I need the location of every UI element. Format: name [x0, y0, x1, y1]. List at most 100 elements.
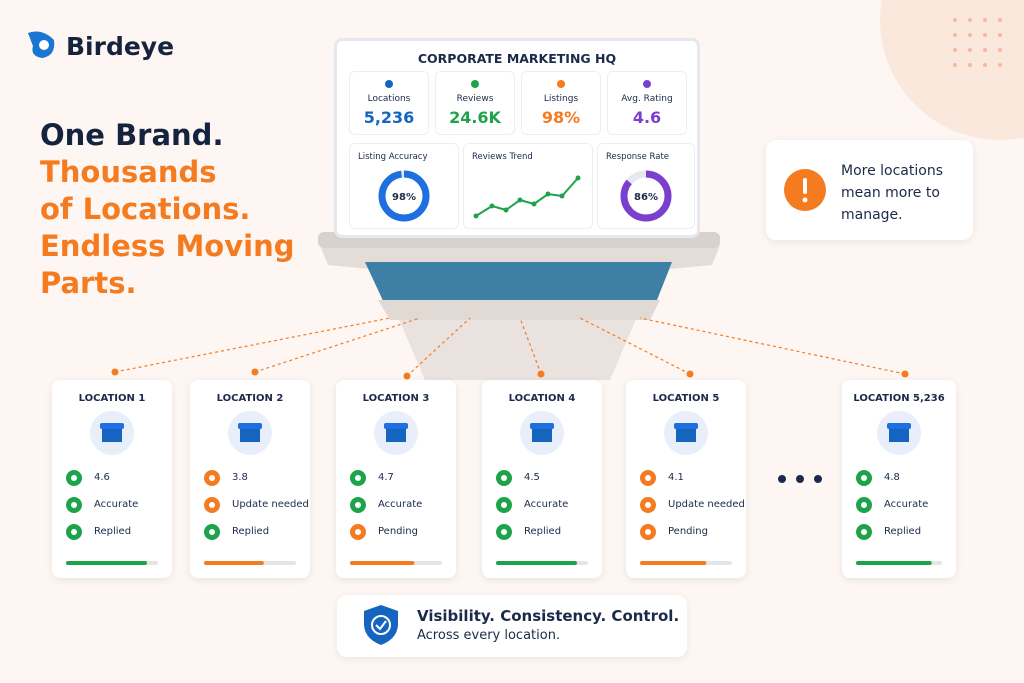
icon-dot: [643, 80, 651, 88]
status-icon: [66, 524, 82, 540]
stat-label: Avg. Rating: [621, 94, 673, 104]
status-inner: [209, 502, 215, 508]
status-text: Accurate: [94, 499, 139, 510]
stat-icon: [557, 80, 565, 88]
status-inner: [861, 475, 867, 481]
status-icon: [204, 470, 220, 486]
status-icon: [496, 497, 512, 513]
stat-value: 4.6: [632, 108, 662, 127]
icon-dot: [557, 80, 565, 88]
brand-logo: [28, 31, 55, 58]
status-text: 4.5: [524, 472, 540, 483]
status-text: Pending: [668, 526, 708, 537]
status-text: Pending: [378, 526, 418, 537]
status-icon: [640, 470, 656, 486]
headline: Parts.: [40, 266, 137, 300]
dashboard-title: CORPORATE MARKETING HQ: [417, 51, 617, 66]
stat-icon: [471, 80, 479, 88]
panel-label: Reviews Trend: [472, 152, 533, 162]
status-inner: [861, 529, 867, 535]
headline: of Locations.: [40, 192, 251, 226]
status-inner: [645, 475, 651, 481]
progress-fill: [640, 561, 707, 565]
ellipsis: [778, 475, 822, 483]
store-awning: [530, 423, 554, 429]
status-inner: [71, 502, 77, 508]
connector-lines: [114, 317, 906, 377]
stat-label: Locations: [367, 94, 411, 104]
status-icon: [496, 524, 512, 540]
store-body: [676, 428, 696, 442]
store-body: [386, 428, 406, 442]
store-icon: [664, 411, 708, 455]
status-icon: [856, 470, 872, 486]
progress-fill: [856, 561, 932, 565]
status-inner: [71, 529, 77, 535]
icon-dot: [471, 80, 479, 88]
progress-fill: [496, 561, 577, 565]
status-text: Replied: [232, 526, 270, 537]
location-name: LOCATION 5,236: [853, 393, 945, 404]
location-name: LOCATION 4: [508, 393, 576, 404]
trend-point: [489, 203, 495, 209]
status-icon: [856, 497, 872, 513]
store-awning: [674, 423, 698, 429]
brand-name: Birdeye: [66, 32, 175, 61]
stat-value: 24.6K: [449, 108, 501, 127]
status-inner: [501, 475, 507, 481]
headline: One Brand.: [40, 118, 224, 152]
status-icon: [66, 497, 82, 513]
progress-fill: [204, 561, 264, 565]
panel: Reviews Trend: [463, 143, 593, 229]
status-icon: [640, 497, 656, 513]
store-icon: [90, 411, 134, 455]
alert-icon: [784, 169, 826, 211]
store-body: [102, 428, 122, 442]
stat-value: 98%: [541, 108, 581, 127]
trend-point: [545, 191, 551, 197]
trend-point: [575, 175, 581, 181]
status-inner: [355, 475, 361, 481]
location-name: LOCATION 5: [652, 393, 720, 404]
location-card: LOCATION 1 4.6 Accurate Replied: [52, 380, 172, 578]
donut-label: 86%: [634, 192, 658, 203]
trend-point: [531, 201, 537, 207]
donut-label: 98%: [392, 192, 416, 203]
status-text: 4.6: [94, 472, 110, 483]
status-text: Update needed: [668, 499, 745, 510]
status-inner: [645, 529, 651, 535]
status-inner: [209, 475, 215, 481]
stat-card: Listings 98%: [521, 71, 601, 135]
status-icon: [350, 497, 366, 513]
location-card: LOCATION 5,236 4.8 Accurate Replied: [842, 380, 956, 578]
status-icon: [204, 497, 220, 513]
status-text: Replied: [884, 526, 922, 537]
footer-title: Visibility. Consistency. Control.: [417, 607, 680, 625]
stat-value: 5,236: [363, 108, 415, 127]
stat-card: Avg. Rating 4.6: [607, 71, 687, 135]
store-awning: [887, 423, 911, 429]
status-text: 4.1: [668, 472, 684, 483]
store-awning: [238, 423, 262, 429]
panel-chart: 86%: [620, 170, 672, 222]
dashboard: CORPORATE MARKETING HQ Locations 5,236 Rev…: [334, 38, 700, 238]
progress-fill: [66, 561, 147, 565]
status-text: 4.7: [378, 472, 394, 483]
status-text: Replied: [524, 526, 562, 537]
progress-fill: [350, 561, 415, 565]
callout-text: More locations mean more to manage.: [841, 163, 943, 223]
panel-chart: [473, 175, 581, 219]
shield-icon: [364, 605, 398, 645]
trend-point: [503, 207, 509, 213]
status-icon: [496, 470, 512, 486]
progress-bar: [640, 561, 732, 565]
status-icon: [640, 524, 656, 540]
location-card: LOCATION 4 4.5 Accurate Replied: [482, 380, 602, 578]
store-body: [889, 428, 909, 442]
stat-icon: [643, 80, 651, 88]
store-awning: [100, 423, 124, 429]
stat-card: Locations 5,236: [349, 71, 429, 135]
trend-point: [473, 213, 479, 219]
dot-grid: [953, 18, 1002, 67]
